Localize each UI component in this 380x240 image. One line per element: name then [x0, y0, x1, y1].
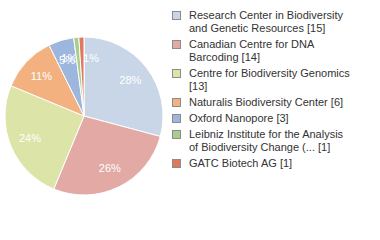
data-label: 1% — [61, 52, 77, 64]
data-label: 1% — [83, 52, 99, 64]
legend-label: Research Center in Biodiversity and Gene… — [189, 9, 354, 35]
data-label: 24% — [19, 132, 41, 144]
legend-item: Canadian Centre for DNA Barcoding [14] — [172, 38, 377, 64]
slices — [5, 37, 163, 195]
legend-item: Research Center in Biodiversity and Gene… — [172, 9, 377, 35]
data-labels: 28%26%24%11%5%1%1% — [19, 52, 142, 175]
slice — [74, 37, 84, 116]
legend-label: Centre for Biodiversity Genomics [13] — [189, 67, 354, 93]
data-label: 11% — [31, 70, 52, 82]
slice — [79, 37, 84, 116]
legend-item: Naturalis Biodiversity Center [6] — [172, 96, 377, 109]
legend-label: Canadian Centre for DNA Barcoding [14] — [189, 38, 354, 64]
data-label: 26% — [99, 162, 121, 174]
legend-item: Centre for Biodiversity Genomics [13] — [172, 67, 377, 93]
legend-label: Naturalis Biodiversity Center [6] — [189, 96, 354, 109]
legend-swatch — [172, 40, 181, 49]
legend-swatch — [172, 114, 181, 123]
legend-swatch — [172, 130, 181, 139]
legend: Research Center in Biodiversity and Gene… — [172, 9, 377, 170]
legend-swatch — [172, 98, 181, 107]
legend-swatch — [172, 11, 181, 20]
legend-label: GATC Biotech AG [1] — [189, 157, 354, 170]
legend-swatch — [172, 159, 181, 168]
legend-item: Leibniz Institute for the Analysis of Bi… — [172, 128, 377, 154]
legend-label: Oxford Nanopore [3] — [189, 112, 354, 125]
data-label: 28% — [119, 74, 141, 86]
legend-item: Oxford Nanopore [3] — [172, 112, 377, 125]
slice — [49, 38, 84, 116]
legend-item: GATC Biotech AG [1] — [172, 157, 377, 170]
legend-label: Leibniz Institute for the Analysis of Bi… — [189, 128, 354, 154]
legend-swatch — [172, 69, 181, 78]
